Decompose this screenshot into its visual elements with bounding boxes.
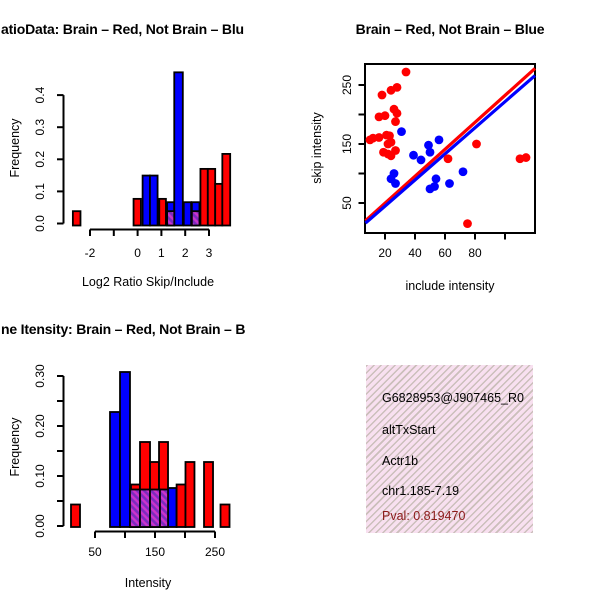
hist-bar-overlap bbox=[166, 210, 176, 227]
point-red bbox=[391, 117, 400, 126]
hist-bar-blue bbox=[109, 411, 121, 528]
plot-box bbox=[364, 63, 536, 234]
point-red bbox=[391, 146, 400, 155]
y-tick-label: 0.10 bbox=[33, 464, 47, 488]
point-red bbox=[443, 154, 453, 164]
point-blue bbox=[425, 184, 435, 194]
point-blue bbox=[424, 140, 433, 150]
point-blue bbox=[425, 147, 435, 157]
info-line: Actr1b bbox=[382, 454, 419, 468]
point-blue bbox=[445, 179, 454, 188]
hist-bar-red bbox=[184, 461, 196, 528]
x-tick-label: 50 bbox=[88, 545, 102, 559]
scatter-ylabel: skip intensity bbox=[310, 112, 324, 184]
hist-bar-red bbox=[175, 483, 187, 528]
point-red bbox=[374, 133, 384, 142]
hist-bar-red bbox=[158, 197, 167, 227]
info-line: G6828953@J907465_R0 bbox=[382, 391, 524, 405]
y-tick-label: 0.30 bbox=[33, 364, 47, 388]
scatter-xlabel: include intensity bbox=[405, 279, 495, 293]
point-red bbox=[401, 67, 411, 77]
point-blue bbox=[434, 135, 444, 145]
x-tick-label: 3 bbox=[206, 246, 213, 260]
fit-line-blue bbox=[364, 74, 537, 225]
y-tick-label: 0.20 bbox=[33, 414, 47, 438]
hist-bar-overlap bbox=[129, 488, 141, 528]
point-red bbox=[472, 139, 481, 149]
hist-bar-red bbox=[132, 197, 142, 227]
point-blue bbox=[397, 127, 406, 137]
hist-bar-blue bbox=[173, 71, 184, 227]
x-tick-label: 60 bbox=[438, 246, 452, 260]
y-tick-label: 0.3 bbox=[33, 119, 47, 136]
hist-bar-red bbox=[219, 503, 231, 528]
hist-bar-red bbox=[70, 503, 81, 528]
point-red bbox=[365, 135, 375, 145]
x-tick-label: 20 bbox=[378, 246, 392, 260]
x-tick-label: 250 bbox=[205, 545, 225, 559]
point-red bbox=[392, 108, 402, 118]
y-tick-label: 0.00 bbox=[33, 514, 47, 538]
info-line: altTxStart bbox=[382, 423, 436, 437]
x-tick-label: 1 bbox=[158, 246, 165, 260]
point-red bbox=[386, 137, 396, 147]
x-tick-label: 150 bbox=[145, 545, 165, 559]
point-red bbox=[521, 153, 531, 162]
x-tick-label: 0 bbox=[134, 246, 141, 260]
y-tick-label: 50 bbox=[340, 196, 354, 210]
point-blue bbox=[391, 179, 400, 188]
y-tick-label: 150 bbox=[340, 134, 354, 154]
hist-bar-blue bbox=[149, 174, 159, 227]
hist-bar-blue bbox=[119, 371, 131, 528]
scatter-title: Brain – Red, Not Brain – Blue bbox=[355, 21, 545, 37]
point-red bbox=[392, 82, 402, 92]
hist-bar-overlap bbox=[149, 488, 161, 528]
point-blue bbox=[431, 174, 441, 184]
y-tick-label: 250 bbox=[340, 75, 354, 95]
y-tick-label: 0.4 bbox=[33, 86, 47, 103]
point-blue bbox=[409, 150, 418, 160]
info-line: chr1.185-7.19 bbox=[382, 484, 460, 498]
x-tick-label: 80 bbox=[468, 246, 482, 260]
hist-bar-overlap bbox=[159, 488, 169, 528]
hist-bar-red bbox=[71, 210, 82, 227]
point-red bbox=[463, 219, 472, 229]
y-tick-label: 0.0 bbox=[33, 215, 47, 232]
hist-bar-red bbox=[203, 461, 214, 528]
point-blue bbox=[416, 155, 426, 165]
y-tick-label: 0.1 bbox=[33, 183, 47, 200]
hist-bar-red bbox=[221, 153, 232, 227]
point-red bbox=[377, 90, 387, 100]
point-blue bbox=[458, 167, 468, 177]
hist-bar-overlap bbox=[139, 488, 151, 528]
y-tick-label: 0.2 bbox=[33, 151, 47, 168]
gene-info-box: G6828953@J907465_R0 altTxStart Actr1b chr1.… bbox=[366, 365, 533, 533]
x-tick-label: 40 bbox=[408, 246, 422, 260]
pval-text: Pval: 0.819470 bbox=[382, 509, 466, 523]
point-red bbox=[380, 111, 390, 121]
hist-bar-blue bbox=[167, 487, 178, 528]
fit-line-red bbox=[364, 67, 537, 222]
hist-bar-overlap bbox=[190, 210, 201, 227]
x-tick-label: -2 bbox=[85, 246, 96, 260]
x-tick-label: 2 bbox=[182, 246, 189, 260]
